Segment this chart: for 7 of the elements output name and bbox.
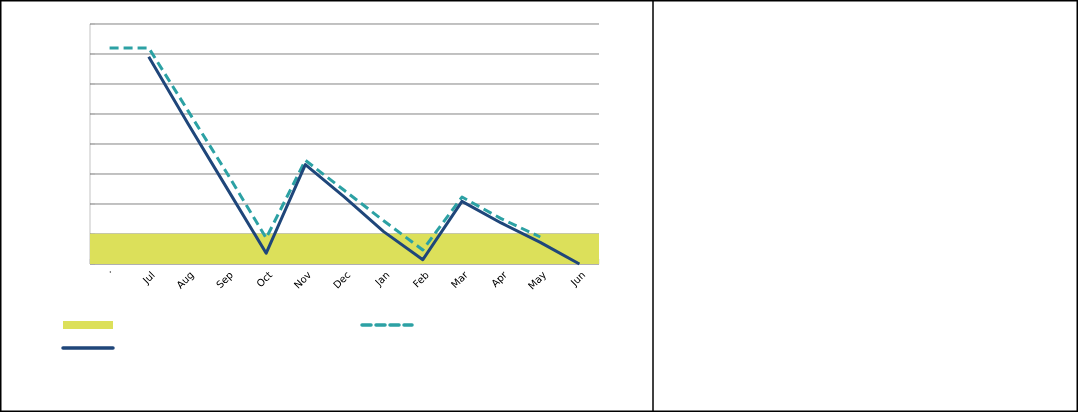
x-tick-label: Jul xyxy=(142,271,155,287)
x-tick-label: . xyxy=(109,271,112,273)
x-tick-label: Jan xyxy=(374,272,390,289)
x-tick-label: Jun xyxy=(570,272,586,289)
x-tick-label: Oct xyxy=(257,271,273,287)
x-tick-label: Sep xyxy=(216,273,233,289)
x-tick-label: Feb xyxy=(412,273,429,288)
